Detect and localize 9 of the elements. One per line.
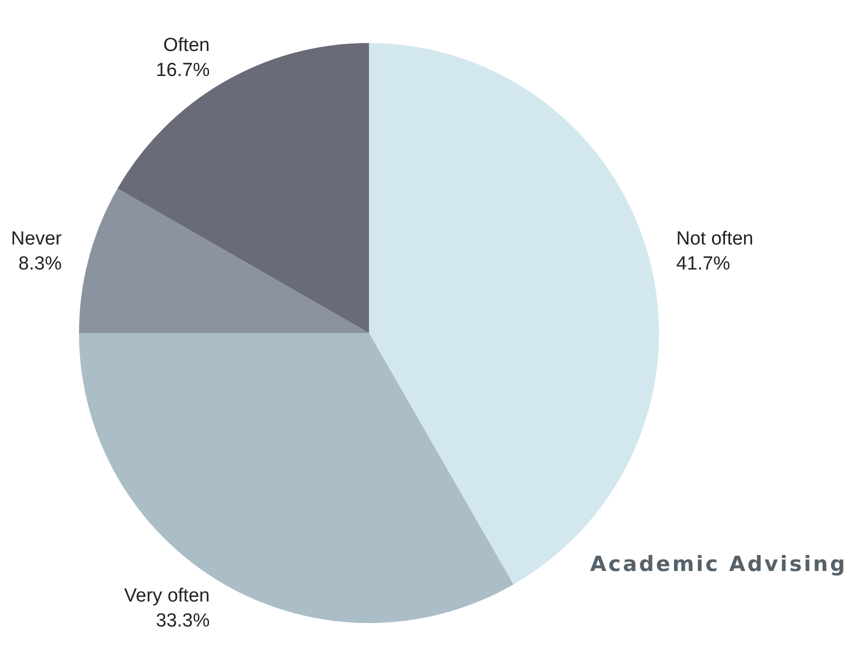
slice-label: Very often [124, 585, 210, 606]
text: Academic Advising [590, 552, 847, 576]
data-label: 16.7% [156, 60, 210, 82]
slice-label: Often [163, 35, 210, 56]
data-label: 33.3% [156, 610, 210, 632]
slice-label: Not often [676, 228, 754, 250]
data-label: 41.7% [676, 253, 730, 274]
slice-label: Never [11, 228, 62, 250]
data-label: 8.3% [18, 253, 62, 274]
